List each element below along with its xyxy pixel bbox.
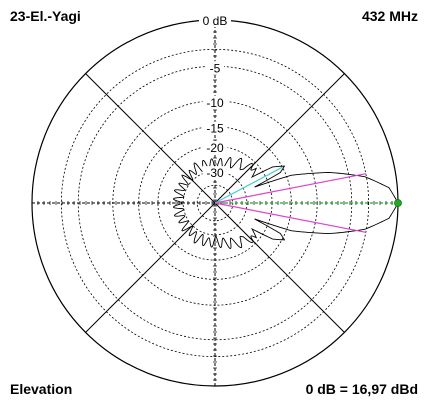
radial-label-bg <box>206 61 224 75</box>
pattern-markers <box>214 166 402 233</box>
radial-label: -30 <box>206 166 224 180</box>
sidelobe-marker <box>214 166 283 204</box>
radial-labels: 0 dB -5 -10 -15 -20 -30 <box>199 14 231 180</box>
radial-label-bg <box>202 166 228 180</box>
radial-label-bg <box>202 95 228 109</box>
grid-spoke <box>85 202 216 333</box>
grid-spoke <box>214 202 345 333</box>
grid-spoke <box>85 73 216 204</box>
grid-ring <box>60 48 370 358</box>
radial-label: -10 <box>206 96 224 110</box>
grid-spoke <box>214 73 345 204</box>
max-marker-dot <box>394 199 402 207</box>
reference-label: 0 dB = 16,97 dBd <box>305 381 418 397</box>
radial-label: 0 dB <box>203 14 228 28</box>
radial-label: -15 <box>206 122 224 136</box>
radial-label-bg <box>199 14 231 27</box>
half-power-marker <box>214 173 366 204</box>
radial-label-bg <box>202 121 228 135</box>
frequency-label: 432 MHz <box>361 8 418 24</box>
radial-label-bg <box>202 140 228 154</box>
radial-label: -20 <box>206 141 224 155</box>
half-power-marker <box>214 202 366 233</box>
plane-label: Elevation <box>10 381 73 397</box>
antenna-title: 23-El.-Yagi <box>10 8 81 24</box>
radial-label: -5 <box>210 61 221 75</box>
